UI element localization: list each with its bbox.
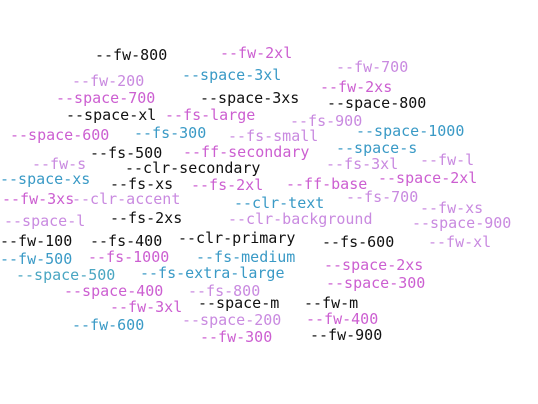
word-space-500: --space-500 [16, 266, 116, 284]
word-space-800: --space-800 [327, 94, 427, 112]
word-fw-2xs: --fw-2xs [320, 78, 393, 96]
word-fw-2xl: --fw-2xl [220, 44, 293, 62]
word-ff-base: --ff-base [286, 175, 368, 193]
word-fs-extra-large: --fs-extra-large [140, 264, 285, 282]
word-ff-secondary: --ff-secondary [183, 143, 310, 161]
word-fs-2xs: --fs-2xs [110, 209, 183, 227]
word-space-3xs: --space-3xs [200, 89, 300, 107]
word-fs-600: --fs-600 [322, 233, 395, 251]
word-fw-600: --fw-600 [72, 316, 145, 334]
word-space-xs: --space-xs [0, 170, 91, 188]
word-fs-3xl: --fs-3xl [326, 155, 399, 173]
word-fw-900: --fw-900 [310, 326, 383, 344]
word-fw-xs: --fw-xs [420, 199, 484, 217]
word-space-900: --space-900 [412, 214, 512, 232]
word-clr-accent: --clr-accent [72, 190, 181, 208]
word-fw-3xl: --fw-3xl [110, 298, 183, 316]
word-space-300: --space-300 [326, 274, 426, 292]
word-fs-2xl: --fs-2xl [191, 176, 264, 194]
word-space-3xl: --space-3xl [182, 66, 282, 84]
word-clr-primary: --clr-primary [178, 229, 296, 247]
word-fs-large: --fs-large [165, 106, 256, 124]
word-fs-small: --fs-small [228, 127, 319, 145]
word-fs-700: --fs-700 [346, 188, 419, 206]
word-fw-s: --fw-s [32, 155, 87, 173]
word-fw-l: --fw-l [420, 151, 475, 169]
word-fw-100: --fw-100 [0, 232, 73, 250]
word-space-xl: --space-xl [66, 106, 157, 124]
word-space-s: --space-s [336, 139, 418, 157]
word-fw-300: --fw-300 [200, 328, 273, 346]
word-space-400: --space-400 [64, 282, 164, 300]
word-fs-1000: --fs-1000 [88, 248, 170, 266]
word-fs-500: --fs-500 [90, 144, 163, 162]
word-space-l: --space-l [4, 212, 86, 230]
word-fs-medium: --fs-medium [196, 248, 296, 266]
word-space-600: --space-600 [10, 126, 110, 144]
word-fw-m: --fw-m [304, 294, 359, 312]
word-fw-500: --fw-500 [0, 250, 73, 268]
word-fw-xl: --fw-xl [428, 233, 492, 251]
word-space-1000: --space-1000 [356, 122, 465, 140]
word-space-2xl: --space-2xl [378, 169, 478, 187]
word-space-m: --space-m [198, 294, 280, 312]
word-space-200: --space-200 [182, 311, 282, 329]
word-fs-900: --fs-900 [290, 112, 363, 130]
word-clr-background: --clr-background [228, 210, 373, 228]
word-clr-text: --clr-text [234, 194, 325, 212]
word-fs-400: --fs-400 [90, 232, 163, 250]
word-space-2xs: --space-2xs [324, 256, 424, 274]
word-clr-secondary: --clr-secondary [125, 159, 261, 177]
word-fs-xs: --fs-xs [110, 175, 174, 193]
word-fw-3xs: --fw-3xs [2, 190, 75, 208]
word-fs-300: --fs-300 [134, 124, 207, 142]
word-fw-800: --fw-800 [95, 46, 168, 64]
word-fs-800: --fs-800 [188, 282, 261, 300]
word-fw-700: --fw-700 [336, 58, 409, 76]
word-fw-400: --fw-400 [306, 310, 379, 328]
word-space-700: --space-700 [56, 89, 156, 107]
word-fw-200: --fw-200 [72, 72, 145, 90]
